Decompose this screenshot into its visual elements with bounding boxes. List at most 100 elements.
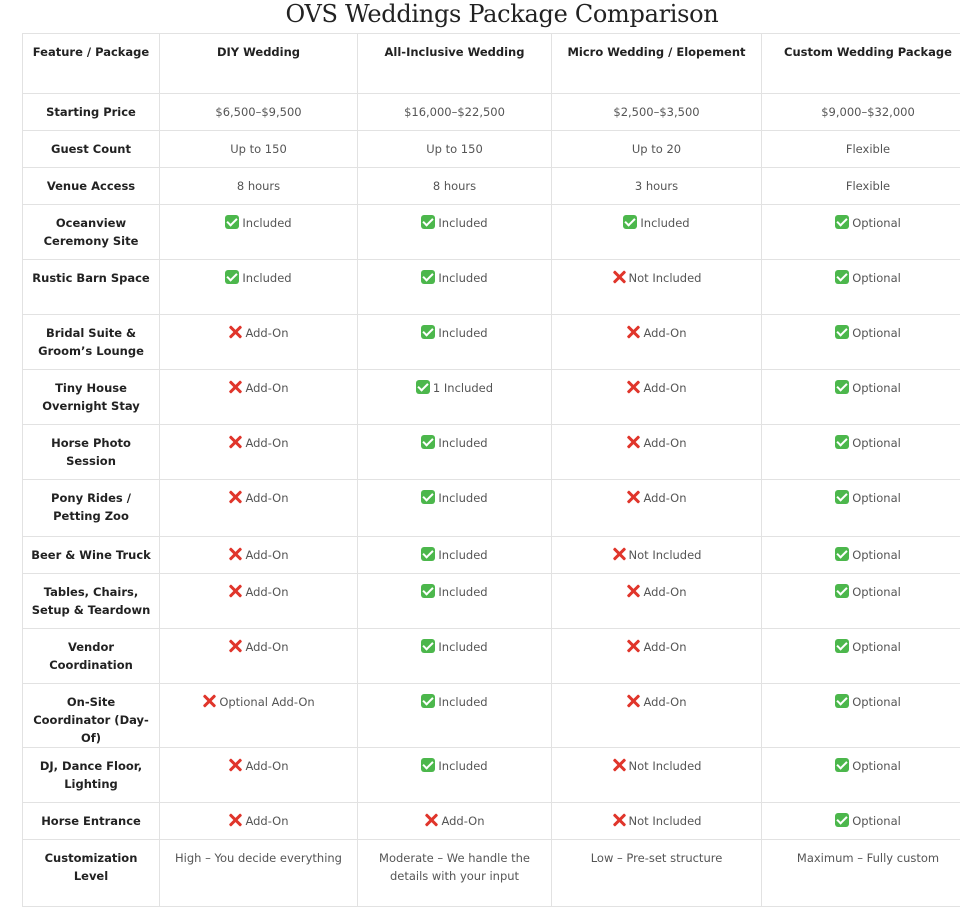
value-cell: Included bbox=[160, 260, 358, 315]
check-icon bbox=[225, 270, 239, 284]
cross-icon bbox=[424, 813, 438, 827]
cross-icon bbox=[228, 435, 242, 449]
value-cell: Included bbox=[358, 425, 552, 480]
value-text: Optional bbox=[852, 326, 901, 340]
feature-name: Bridal Suite & Groom’s Lounge bbox=[23, 315, 160, 370]
value-cell: 1 Included bbox=[358, 370, 552, 425]
check-icon bbox=[421, 435, 435, 449]
check-icon bbox=[835, 380, 849, 394]
feature-name: Beer & Wine Truck bbox=[23, 537, 160, 574]
feature-name: Tiny House Overnight Stay bbox=[23, 370, 160, 425]
value-cell: Add-On bbox=[160, 748, 358, 803]
value-cell: Optional bbox=[762, 260, 960, 315]
value-text: Included bbox=[438, 271, 487, 285]
value-text: Add-On bbox=[245, 548, 288, 562]
cross-icon bbox=[626, 694, 640, 708]
value-cell: Included bbox=[358, 537, 552, 574]
value-cell: Not Included bbox=[552, 803, 762, 840]
value-text: Up to 150 bbox=[230, 142, 287, 156]
cross-icon bbox=[228, 547, 242, 561]
value-cell: Add-On bbox=[160, 537, 358, 574]
value-cell: $16,000–$22,500 bbox=[358, 94, 552, 131]
cross-icon bbox=[228, 380, 242, 394]
value-text: Optional bbox=[852, 759, 901, 773]
value-cell: Add-On bbox=[160, 629, 358, 684]
feature-name: Horse Entrance bbox=[23, 803, 160, 840]
value-cell: Included bbox=[160, 205, 358, 260]
value-text: Optional bbox=[852, 640, 901, 654]
check-icon bbox=[421, 639, 435, 653]
feature-name: Guest Count bbox=[23, 131, 160, 168]
check-icon bbox=[416, 380, 430, 394]
header-micro-wedding: Micro Wedding / Elopement bbox=[552, 34, 762, 94]
feature-name: Customization Level bbox=[23, 840, 160, 907]
check-icon bbox=[421, 215, 435, 229]
value-text: Not Included bbox=[629, 759, 702, 773]
value-cell: $2,500–$3,500 bbox=[552, 94, 762, 131]
feature-name: On-Site Coordinator (Day-Of) bbox=[23, 684, 160, 748]
value-text: $2,500–$3,500 bbox=[613, 105, 699, 119]
check-icon bbox=[623, 215, 637, 229]
value-cell: High – You decide everything bbox=[160, 840, 358, 907]
table-row: Starting Price$6,500–$9,500$16,000–$22,5… bbox=[23, 94, 960, 131]
value-text: Add-On bbox=[245, 814, 288, 828]
value-text: Add-On bbox=[643, 640, 686, 654]
value-text: Optional bbox=[852, 548, 901, 562]
value-text: Add-On bbox=[245, 585, 288, 599]
value-cell: Optional bbox=[762, 370, 960, 425]
value-text: Add-On bbox=[643, 436, 686, 450]
header-feature: Feature / Package bbox=[23, 34, 160, 94]
cross-icon bbox=[228, 584, 242, 598]
value-text: Included bbox=[438, 585, 487, 599]
value-cell: Add-On bbox=[552, 574, 762, 629]
check-icon bbox=[835, 639, 849, 653]
value-text: $9,000–$32,000 bbox=[821, 105, 915, 119]
check-icon bbox=[421, 547, 435, 561]
check-icon bbox=[421, 270, 435, 284]
value-text: Included bbox=[438, 491, 487, 505]
value-cell: Optional bbox=[762, 537, 960, 574]
value-text: $6,500–$9,500 bbox=[215, 105, 301, 119]
value-text: Maximum – Fully custom bbox=[797, 851, 939, 865]
value-cell: Optional bbox=[762, 748, 960, 803]
value-text: Optional bbox=[852, 585, 901, 599]
comparison-table: Feature / Package DIY Wedding All-Inclus… bbox=[22, 33, 960, 907]
value-text: Not Included bbox=[629, 814, 702, 828]
value-cell: Optional bbox=[762, 425, 960, 480]
value-text: Included bbox=[438, 216, 487, 230]
value-cell: Add-On bbox=[160, 425, 358, 480]
cross-icon bbox=[228, 639, 242, 653]
cross-icon bbox=[228, 758, 242, 772]
value-cell: 3 hours bbox=[552, 168, 762, 205]
value-text: Add-On bbox=[245, 640, 288, 654]
value-cell: Included bbox=[358, 480, 552, 537]
value-cell: Included bbox=[358, 574, 552, 629]
value-text: Add-On bbox=[245, 759, 288, 773]
value-cell: Add-On bbox=[160, 574, 358, 629]
feature-name: Pony Rides / Petting Zoo bbox=[23, 480, 160, 537]
check-icon bbox=[835, 270, 849, 284]
value-cell: Maximum – Fully custom bbox=[762, 840, 960, 907]
value-cell: Flexible bbox=[762, 131, 960, 168]
check-icon bbox=[835, 490, 849, 504]
value-cell: Add-On bbox=[160, 370, 358, 425]
value-cell: Optional bbox=[762, 480, 960, 537]
value-text: Add-On bbox=[245, 326, 288, 340]
value-text: Add-On bbox=[643, 381, 686, 395]
value-cell: Add-On bbox=[160, 480, 358, 537]
feature-name: Horse Photo Session bbox=[23, 425, 160, 480]
value-cell: Add-On bbox=[552, 370, 762, 425]
value-text: Add-On bbox=[245, 381, 288, 395]
value-cell: Up to 150 bbox=[160, 131, 358, 168]
check-icon bbox=[835, 813, 849, 827]
value-text: Add-On bbox=[245, 436, 288, 450]
feature-name: Tables, Chairs, Setup & Teardown bbox=[23, 574, 160, 629]
value-cell: Optional bbox=[762, 205, 960, 260]
value-text: Included bbox=[438, 548, 487, 562]
